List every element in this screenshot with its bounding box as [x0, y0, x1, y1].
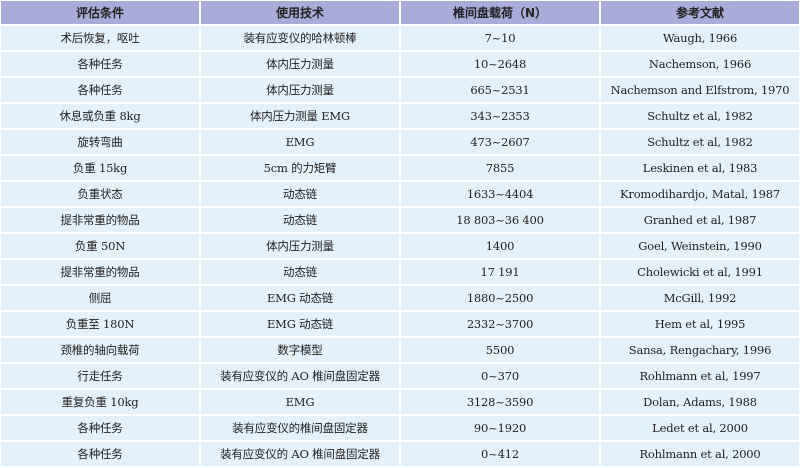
header-technique: 使用技术	[201, 1, 399, 24]
cell-condition: 颈椎的轴向载荷	[1, 338, 199, 362]
cell-disc-load: 0~412	[401, 442, 599, 466]
header-reference: 参考文献	[601, 1, 799, 24]
table-row: 休息或负重 8kg 体内压力测量 EMG 343~2353 Schultz et al…	[1, 104, 799, 128]
cell-technique: 体内压力测量	[201, 234, 399, 258]
cell-condition: 行走任务	[1, 364, 199, 388]
table-row: 提非常重的物品 动态链 18 803~36 400 Granhed et al, 19…	[1, 208, 799, 232]
cell-condition: 负重 50N	[1, 234, 199, 258]
table-row: 重复负重 10kg EMG 3128~3590 Dolan, Adams, 1988	[1, 390, 799, 414]
cell-condition: 提非常重的物品	[1, 208, 199, 232]
cell-reference: Rohlmann et al, 2000	[601, 442, 799, 466]
cell-reference: Rohlmann et al, 1997	[601, 364, 799, 388]
table-row: 负重至 180N EMG 动态链 2332~3700 Hem et al, 1995	[1, 312, 799, 336]
cell-technique: 装有应变仪的 AO 椎间盘固定器	[201, 442, 399, 466]
cell-technique: EMG	[201, 390, 399, 414]
table-row: 提非常重的物品 动态链 17 191 Cholewicki et al, 1991	[1, 260, 799, 284]
cell-disc-load: 1880~2500	[401, 286, 599, 310]
cell-reference: Nachemson, 1966	[601, 52, 799, 76]
cell-condition: 提非常重的物品	[1, 260, 199, 284]
cell-technique: 动态链	[201, 182, 399, 206]
cell-disc-load: 0~370	[401, 364, 599, 388]
cell-condition: 各种任务	[1, 416, 199, 440]
table-row: 负重 15kg 5cm 的力矩臂 7855 Leskinen et al, 1983	[1, 156, 799, 180]
cell-disc-load: 7855	[401, 156, 599, 180]
table-row: 负重状态 动态链 1633~4404 Kromodihardjo, Matal, 19…	[1, 182, 799, 206]
cell-reference: Sansa, Rengachary, 1996	[601, 338, 799, 362]
cell-disc-load: 1633~4404	[401, 182, 599, 206]
cell-disc-load: 665~2531	[401, 78, 599, 102]
cell-technique: EMG	[201, 130, 399, 154]
header-disc-load: 椎间盘载荷（N）	[401, 1, 599, 24]
cell-reference: Granhed et al, 1987	[601, 208, 799, 232]
cell-reference: Schultz et al, 1982	[601, 130, 799, 154]
cell-technique: 5cm 的力矩臂	[201, 156, 399, 180]
cell-reference: Leskinen et al, 1983	[601, 156, 799, 180]
table-row: 旋转弯曲 EMG 473~2607 Schultz et al, 1982	[1, 130, 799, 154]
cell-disc-load: 343~2353	[401, 104, 599, 128]
cell-disc-load: 10~2648	[401, 52, 599, 76]
cell-technique: EMG 动态链	[201, 286, 399, 310]
cell-technique: 体内压力测量	[201, 78, 399, 102]
cell-technique: 体内压力测量	[201, 52, 399, 76]
cell-technique: 装有应变仪的哈林顿棒	[201, 26, 399, 50]
cell-disc-load: 17 191	[401, 260, 599, 284]
cell-reference: Cholewicki et al, 1991	[601, 260, 799, 284]
cell-condition: 术后恢复，呕吐	[1, 26, 199, 50]
cell-condition: 休息或负重 8kg	[1, 104, 199, 128]
cell-reference: Schultz et al, 1982	[601, 104, 799, 128]
cell-reference: Nachemson and Elfstrom, 1970	[601, 78, 799, 102]
cell-technique: 体内压力测量 EMG	[201, 104, 399, 128]
cell-technique: 装有应变仪的 AO 椎间盘固定器	[201, 364, 399, 388]
cell-disc-load: 5500	[401, 338, 599, 362]
table-row: 行走任务 装有应变仪的 AO 椎间盘固定器 0~370 Rohlmann et al,…	[1, 364, 799, 388]
cell-reference: Ledet et al, 2000	[601, 416, 799, 440]
cell-reference: McGill, 1992	[601, 286, 799, 310]
cell-disc-load: 473~2607	[401, 130, 599, 154]
cell-disc-load: 90~1920	[401, 416, 599, 440]
cell-technique: EMG 动态链	[201, 312, 399, 336]
cell-disc-load: 1400	[401, 234, 599, 258]
cell-disc-load: 2332~3700	[401, 312, 599, 336]
cell-disc-load: 18 803~36 400	[401, 208, 599, 232]
cell-condition: 重复负重 10kg	[1, 390, 199, 414]
cell-condition: 各种任务	[1, 78, 199, 102]
cell-technique: 动态链	[201, 260, 399, 284]
cell-condition: 各种任务	[1, 442, 199, 466]
header-condition: 评估条件	[1, 1, 199, 24]
cell-condition: 各种任务	[1, 52, 199, 76]
cell-reference: Waugh, 1966	[601, 26, 799, 50]
cell-disc-load: 3128~3590	[401, 390, 599, 414]
table-row: 侧屈 EMG 动态链 1880~2500 McGill, 1992	[1, 286, 799, 310]
cell-technique: 数字模型	[201, 338, 399, 362]
cell-reference: Goel, Weinstein, 1990	[601, 234, 799, 258]
table-row: 各种任务 体内压力测量 665~2531 Nachemson and Elfstrom…	[1, 78, 799, 102]
cell-technique: 装有应变仪的椎间盘固定器	[201, 416, 399, 440]
table-row: 各种任务 装有应变仪的椎间盘固定器 90~1920 Ledet et al, 2000	[1, 416, 799, 440]
cell-condition: 负重 15kg	[1, 156, 199, 180]
cell-disc-load: 7~10	[401, 26, 599, 50]
cell-condition: 负重至 180N	[1, 312, 199, 336]
table-row: 各种任务 体内压力测量 10~2648 Nachemson, 1966	[1, 52, 799, 76]
table-row: 负重 50N 体内压力测量 1400 Goel, Weinstein, 1990	[1, 234, 799, 258]
cell-reference: Kromodihardjo, Matal, 1987	[601, 182, 799, 206]
cell-condition: 旋转弯曲	[1, 130, 199, 154]
header-row: 评估条件 使用技术 椎间盘载荷（N） 参考文献	[1, 1, 799, 24]
cell-condition: 侧屈	[1, 286, 199, 310]
table-row: 术后恢复，呕吐 装有应变仪的哈林顿棒 7~10 Waugh, 1966	[1, 26, 799, 50]
table-row: 颈椎的轴向载荷 数字模型 5500 Sansa, Rengachary, 1996	[1, 338, 799, 362]
cell-technique: 动态链	[201, 208, 399, 232]
cell-reference: Dolan, Adams, 1988	[601, 390, 799, 414]
cell-condition: 负重状态	[1, 182, 199, 206]
cell-reference: Hem et al, 1995	[601, 312, 799, 336]
table-row: 各种任务 装有应变仪的 AO 椎间盘固定器 0~412 Rohlmann et al,…	[1, 442, 799, 466]
